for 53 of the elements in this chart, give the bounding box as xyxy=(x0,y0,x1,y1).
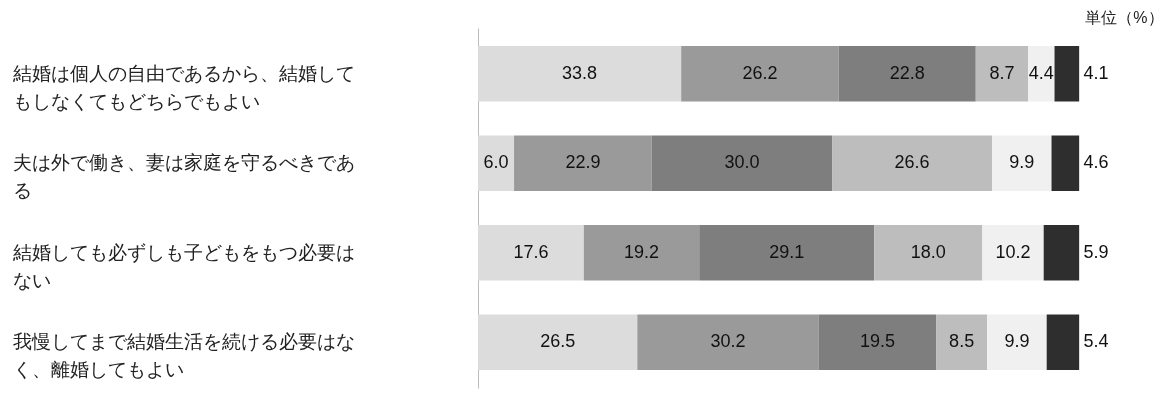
bar xyxy=(818,314,937,371)
data-label: 5.4 xyxy=(1083,331,1109,352)
bar xyxy=(874,225,983,281)
data-label: 18.0 xyxy=(910,241,946,262)
data-label: 26.2 xyxy=(742,62,778,83)
y-tick-label: 夫は外で働き、妻は家庭を守るべきである xyxy=(12,152,355,202)
data-label: 33.8 xyxy=(562,62,598,83)
bar xyxy=(832,135,992,191)
bar xyxy=(992,135,1052,191)
text: 単位（%） xyxy=(1085,9,1164,26)
data-label: 26.6 xyxy=(894,152,930,173)
bar xyxy=(699,225,875,281)
data-label: 22.9 xyxy=(565,152,601,173)
bar xyxy=(1051,135,1080,191)
y-tick-label: 我慢してまで結婚生活を続ける必要はなく、離婚してもよい xyxy=(12,331,355,381)
bar xyxy=(987,314,1047,371)
bar xyxy=(478,45,682,102)
bar xyxy=(651,135,833,191)
data-label: 30.0 xyxy=(724,152,760,173)
bar xyxy=(681,45,839,102)
data-label: 8.7 xyxy=(989,62,1015,83)
data-label: 30.2 xyxy=(710,331,746,352)
data-label: 9.9 xyxy=(1009,152,1035,173)
data-label: 19.5 xyxy=(859,331,895,352)
bar xyxy=(838,45,976,102)
bar xyxy=(936,314,988,371)
data-label: 17.6 xyxy=(513,241,549,262)
bar xyxy=(478,314,638,371)
bar xyxy=(1046,314,1080,371)
bar xyxy=(1043,225,1080,281)
data-label: 19.2 xyxy=(623,241,660,262)
bar xyxy=(583,225,700,281)
bar xyxy=(637,314,819,371)
data-label: 4.6 xyxy=(1083,152,1109,173)
bar xyxy=(478,135,515,191)
data-label: 22.8 xyxy=(889,62,925,83)
data-label: 9.9 xyxy=(1004,331,1030,352)
data-label: 8.5 xyxy=(949,331,975,352)
y-tick-label: 結婚は個人の自由であるから、結婚してもしなくてもどちらでもよい xyxy=(11,62,355,112)
bar xyxy=(975,45,1029,102)
data-label: 5.9 xyxy=(1083,241,1109,262)
bar xyxy=(982,225,1044,281)
y-tick-label: 結婚しても必ずしも子どもをもつ必要はない xyxy=(11,241,355,291)
data-label: 26.5 xyxy=(540,331,576,352)
bar xyxy=(478,225,584,281)
bar xyxy=(1028,45,1055,102)
data-label: 6.0 xyxy=(483,152,509,173)
data-label: 29.1 xyxy=(769,241,805,262)
data-label: 4.1 xyxy=(1083,62,1109,83)
data-label: 4.4 xyxy=(1028,62,1054,83)
bar xyxy=(1054,45,1080,102)
data-label: 10.2 xyxy=(995,241,1031,262)
bar xyxy=(514,135,652,191)
